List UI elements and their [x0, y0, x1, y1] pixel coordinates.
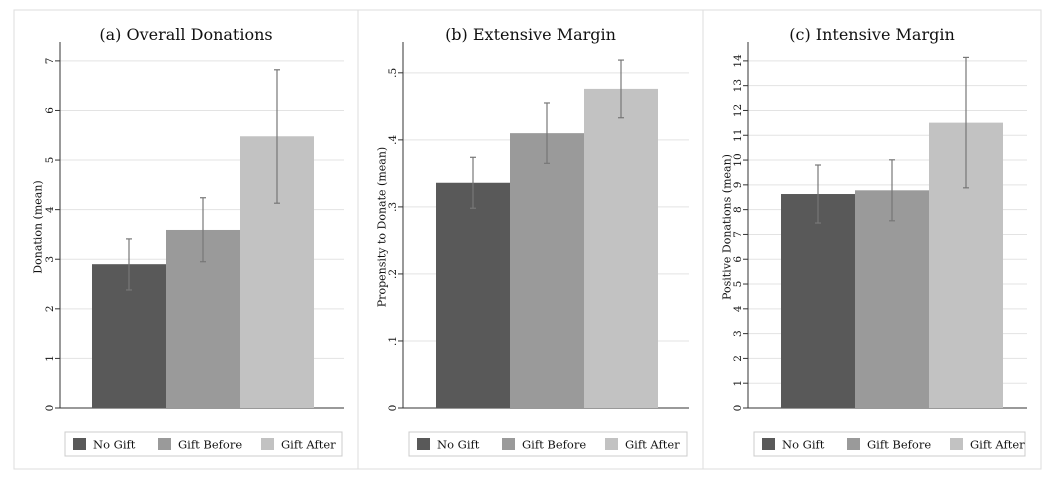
legend: No Gift Gift Before Gift After [753, 431, 1026, 457]
y-tick-label: .4 [387, 135, 399, 145]
panel-title: (b) Extensive Margin [445, 25, 616, 44]
legend-box [64, 431, 343, 457]
y-tick-label: 3 [732, 330, 744, 337]
panel-title: (c) Intensive Margin [789, 25, 955, 44]
bar-3 [584, 88, 658, 409]
legend-swatch-2 [158, 438, 171, 450]
legend: No Gift Gift Before Gift After [64, 431, 343, 457]
bar-1 [781, 194, 855, 408]
legend-label-2: Gift Before [178, 438, 242, 452]
legend-label-3: Gift After [281, 438, 336, 452]
y-tick-label: 4 [44, 206, 56, 213]
legend-label-1: No Gift [437, 438, 480, 452]
y-axis-label: Propensity to Donate (mean) [376, 147, 389, 307]
legend-swatch-1 [762, 438, 775, 450]
y-tick-label: 9 [732, 182, 744, 189]
y-tick-label: 2 [44, 305, 56, 312]
y-tick-label: 0 [387, 405, 399, 412]
y-axis-label: Donation (mean) [32, 180, 45, 273]
legend-label-2: Gift Before [867, 438, 931, 452]
bar-2 [855, 190, 929, 408]
legend-label-1: No Gift [782, 438, 825, 452]
y-tick-label: 5 [732, 281, 744, 288]
y-tick-label: 7 [44, 58, 56, 65]
y-tick-label: .5 [387, 68, 399, 78]
y-tick-label: 1 [732, 380, 744, 387]
legend-label-3: Gift After [625, 438, 680, 452]
y-tick-label: 1 [44, 355, 56, 362]
legend: No Gift Gift Before Gift After [408, 431, 688, 457]
legend-label-2: Gift Before [522, 438, 586, 452]
legend-swatch-3 [950, 438, 963, 450]
y-tick-label: 14 [732, 54, 744, 68]
y-tick-label: 8 [732, 206, 744, 213]
bar-2 [510, 133, 584, 409]
legend-swatch-1 [417, 438, 430, 450]
chart-panel-1: 0 1 2 3 4 5 6 7 (a) Overall Donations Donation (m… [13, 9, 359, 470]
y-tick-label: 10 [732, 153, 744, 166]
legend-box [408, 431, 688, 457]
y-tick-label: .3 [387, 202, 399, 212]
legend-swatch-3 [605, 438, 618, 450]
y-tick-label: 2 [732, 355, 744, 362]
legend-label-1: No Gift [93, 438, 136, 452]
legend-label-3: Gift After [970, 438, 1025, 452]
y-tick-label: 13 [732, 79, 744, 92]
bar-1 [436, 182, 510, 408]
legend-swatch-2 [502, 438, 515, 450]
chart-panel-2: 0 .1 .2 .3 .4 .5 (b) Extensive Margin Propensit… [357, 9, 704, 470]
panel-title: (a) Overall Donations [99, 25, 272, 44]
y-tick-label: 4 [732, 305, 744, 312]
y-tick-label: 12 [732, 104, 744, 117]
y-tick-label: 5 [44, 157, 56, 164]
legend-swatch-1 [73, 438, 86, 450]
y-tick-label: 0 [732, 405, 744, 412]
y-tick-label: .2 [387, 269, 399, 279]
y-axis-label: Positive Donations (mean) [721, 154, 734, 300]
y-tick-label: 6 [44, 107, 56, 114]
y-tick-label: 7 [732, 231, 744, 238]
legend-swatch-3 [261, 438, 274, 450]
y-tick-label: 6 [732, 256, 744, 263]
y-tick-label: 11 [732, 129, 744, 142]
y-tick-label: 0 [44, 405, 56, 412]
legend-swatch-2 [847, 438, 860, 450]
y-tick-label: .1 [387, 336, 399, 346]
y-tick-label: 3 [44, 256, 56, 263]
legend-box [753, 431, 1026, 457]
